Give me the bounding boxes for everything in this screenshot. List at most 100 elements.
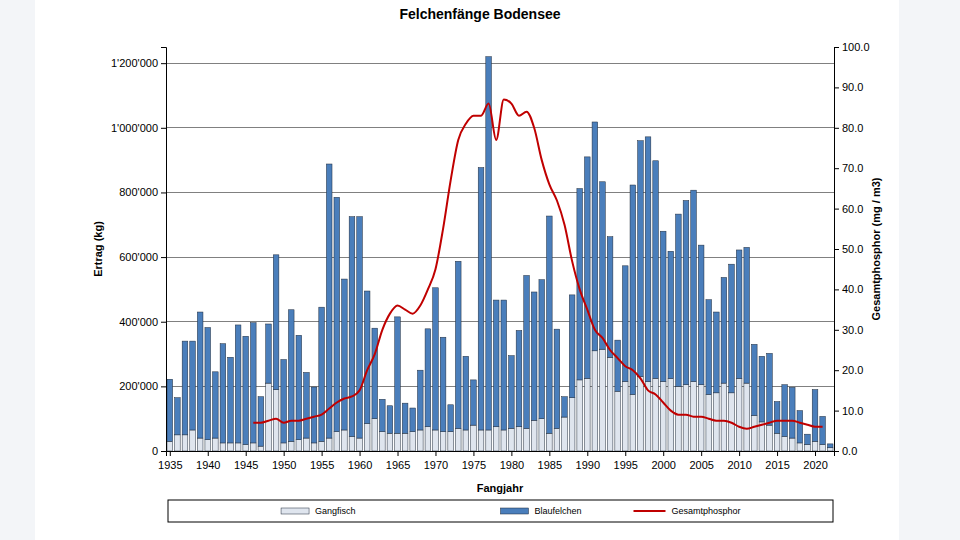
tick: 1935 [158, 451, 182, 471]
bar [288, 441, 294, 451]
bar [501, 430, 507, 451]
bar [827, 444, 833, 448]
tick: 1955 [310, 451, 334, 471]
tick-label: 1975 [462, 459, 486, 471]
tick: 1950 [272, 451, 296, 471]
bar [228, 357, 234, 443]
bar [402, 433, 408, 451]
tick-mark [777, 451, 778, 456]
bar [433, 430, 439, 451]
bar [721, 383, 727, 451]
bar [448, 405, 454, 432]
bar [311, 387, 317, 443]
bar [554, 428, 560, 451]
legend: GangfischBlaufelchenGesamtphosphor [168, 500, 833, 522]
bar [524, 428, 530, 451]
bar [395, 433, 401, 451]
bar [789, 387, 795, 438]
tick: 0 [152, 445, 166, 457]
legend-item: Blaufelchen [501, 506, 582, 516]
bar [683, 201, 689, 385]
bar [729, 264, 735, 393]
bar [486, 430, 492, 451]
bar [281, 443, 287, 451]
bar [213, 438, 219, 451]
bar [364, 291, 370, 424]
bar [197, 312, 203, 438]
tick-mark [322, 451, 323, 456]
bar [736, 250, 742, 378]
tick-mark [834, 128, 839, 129]
tick: 1945 [234, 451, 258, 471]
plot-area [167, 57, 833, 451]
bar [380, 399, 386, 431]
bar [630, 394, 636, 451]
tick-label: 2015 [765, 459, 789, 471]
y-axis: 0200'000400'000600'000800'0001'000'0001'… [111, 48, 167, 458]
panel [35, 0, 899, 540]
tick-label: 1945 [234, 459, 258, 471]
tick-mark [834, 47, 839, 48]
bar [600, 182, 606, 349]
tick: 1985 [538, 451, 562, 471]
bar [304, 372, 310, 438]
bar [175, 435, 181, 451]
tick-label: 100.0 [842, 41, 870, 53]
bar [660, 231, 666, 381]
bar [478, 430, 484, 451]
tick-label: 2000 [651, 459, 675, 471]
bar [827, 448, 833, 451]
bar [319, 307, 325, 441]
bar [235, 443, 241, 451]
tick: 1970 [424, 451, 448, 471]
bar [357, 438, 363, 451]
bar [676, 386, 682, 451]
tick-label: 0 [152, 445, 158, 457]
tick-mark [246, 451, 247, 456]
bar [493, 300, 499, 427]
tick-label: 1965 [386, 459, 410, 471]
x-axis-title: Fangjahr [477, 482, 524, 494]
bar [402, 403, 408, 433]
bar [197, 438, 203, 451]
bar [812, 390, 818, 442]
tick: 1'000'000 [111, 122, 166, 134]
bar [516, 427, 522, 451]
tick-mark [161, 63, 166, 64]
bar [175, 398, 181, 435]
bar [767, 353, 773, 425]
bar [782, 385, 788, 437]
bar [190, 341, 196, 430]
bar [554, 329, 560, 428]
bar [334, 432, 340, 451]
tick: 1975 [462, 451, 486, 471]
tick: 600'000 [119, 251, 166, 263]
tick: 200'000 [119, 380, 166, 392]
tick-label: 30.0 [842, 324, 863, 336]
grid [166, 63, 834, 451]
tick-label: 1940 [196, 459, 220, 471]
tick-mark [834, 411, 839, 412]
tick: 1980 [500, 451, 524, 471]
legend-swatch [634, 510, 666, 512]
bar [205, 328, 211, 440]
tick: 10.0 [834, 405, 863, 417]
legend-box [168, 500, 833, 522]
bar [774, 433, 780, 451]
bar [584, 157, 590, 378]
bar [676, 214, 682, 386]
tick: 0.0 [834, 445, 857, 457]
bar [751, 415, 757, 451]
bar [311, 443, 317, 451]
bar [440, 432, 446, 451]
tick-mark [587, 451, 588, 456]
tick-label: 1985 [538, 459, 562, 471]
tick-mark [834, 370, 839, 371]
bar [296, 335, 302, 439]
bar [653, 378, 659, 451]
bar [235, 325, 241, 443]
x-axis: 1935194019451950195519601965197019751980… [158, 451, 834, 471]
bar [167, 379, 173, 441]
bar [250, 323, 256, 443]
bar [440, 337, 446, 431]
